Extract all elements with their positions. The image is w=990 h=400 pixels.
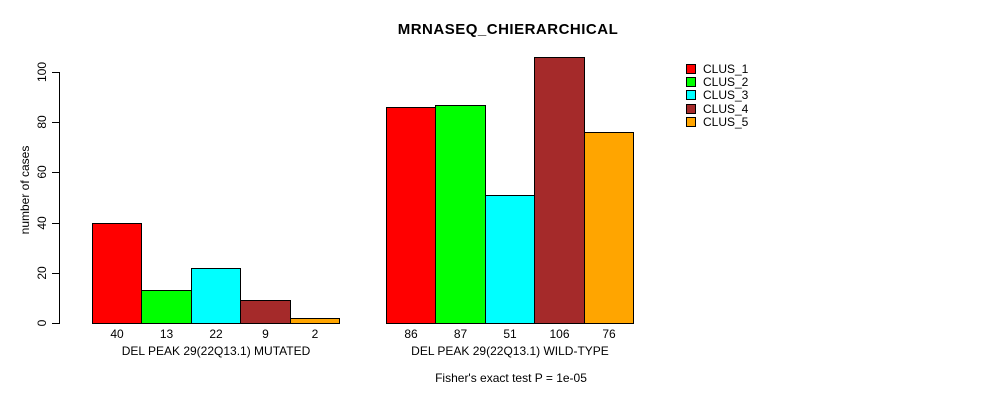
y-axis-tick	[52, 122, 59, 123]
bar-clus_2	[435, 105, 486, 324]
bar-value-label: 22	[209, 327, 223, 341]
y-axis-tick-label: 40	[35, 216, 49, 230]
x-group-label: DEL PEAK 29(22Q13.1) MUTATED	[121, 344, 311, 358]
legend-swatch	[686, 77, 696, 87]
y-axis-tick	[52, 172, 59, 173]
y-axis-line	[59, 72, 60, 324]
bar-value-label: 51	[503, 327, 517, 341]
x-group-label: DEL PEAK 29(22Q13.1) WILD-TYPE	[411, 344, 609, 358]
bar-clus_3	[191, 268, 241, 324]
y-axis-tick-label: 60	[35, 165, 49, 179]
chart-title: MRNASEQ_CHIERARCHICAL	[397, 21, 619, 38]
bar-value-label: 9	[262, 327, 269, 341]
legend-swatch	[686, 104, 696, 114]
legend-label: CLUS_4	[703, 102, 749, 116]
legend-label: CLUS_2	[703, 75, 749, 89]
bar-value-label: 13	[159, 327, 174, 341]
legend-label: CLUS_5	[703, 115, 749, 129]
bar-clus_5	[584, 132, 634, 324]
y-axis-tick	[52, 223, 59, 224]
legend-swatch	[686, 117, 696, 127]
bar-clus_1	[386, 107, 436, 324]
legend-swatch	[686, 64, 696, 74]
bar-clus_2	[141, 290, 192, 324]
annotation-text: Fisher's exact test P = 1e-05	[435, 371, 587, 385]
legend-swatch	[686, 90, 696, 100]
bar-clus_4	[534, 57, 585, 324]
y-axis-tick-label: 100	[35, 61, 49, 83]
legend-label: CLUS_3	[703, 88, 749, 102]
bar-value-label: 87	[453, 327, 468, 341]
bar-value-label: 40	[110, 327, 124, 341]
bar-clus_5	[290, 318, 340, 324]
y-axis-tick	[52, 323, 59, 324]
bar-clus_3	[485, 195, 535, 324]
y-axis-tick	[52, 273, 59, 274]
y-axis-tick-label: 20	[35, 266, 49, 280]
bar-value-label: 76	[602, 327, 616, 341]
y-axis-tick	[52, 72, 59, 73]
y-axis-label: number of cases	[18, 145, 32, 235]
bar-value-label: 86	[404, 327, 418, 341]
y-axis-tick-label: 0	[35, 319, 49, 327]
bar-value-label: 106	[549, 327, 570, 341]
bar-clus_4	[240, 300, 291, 324]
bar-clus_1	[92, 223, 142, 324]
legend-label: CLUS_1	[703, 62, 749, 76]
y-axis-tick-label: 80	[35, 115, 49, 129]
bar-value-label: 2	[311, 327, 319, 341]
